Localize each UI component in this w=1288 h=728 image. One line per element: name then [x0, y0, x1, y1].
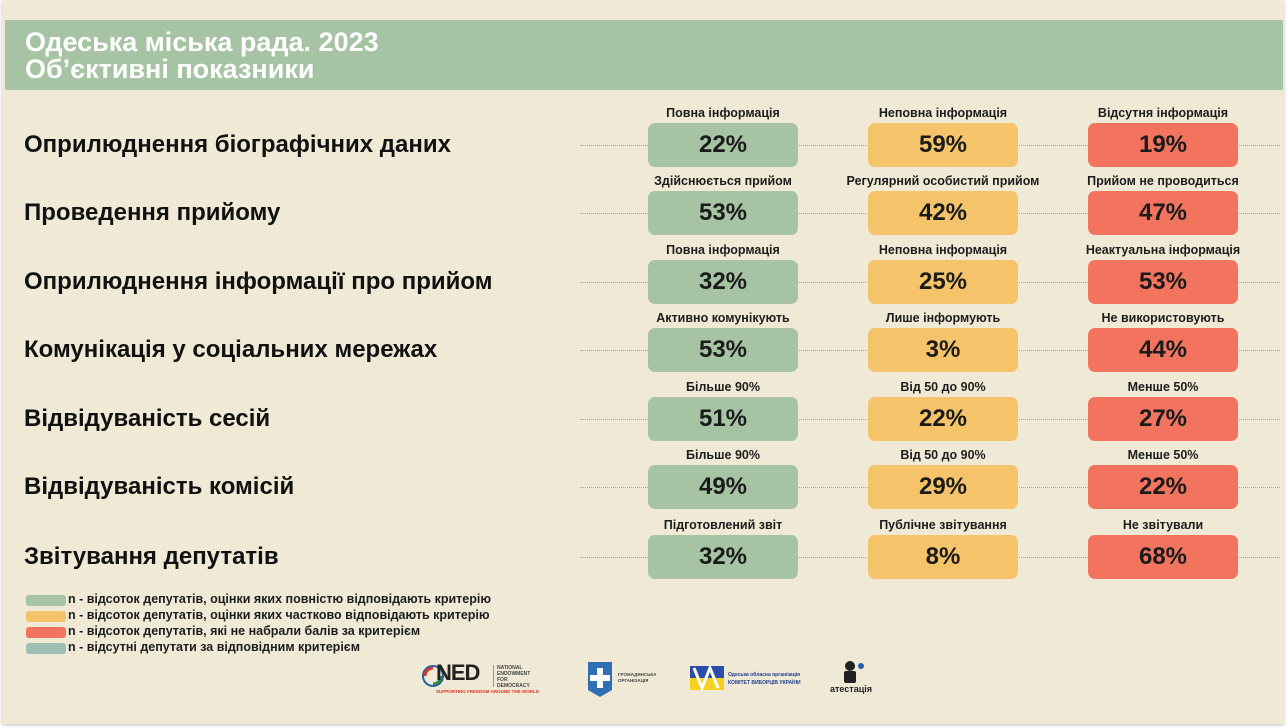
ned-tagline: SUPPORTING FREEDOM AROUND THE WORLD — [436, 689, 539, 694]
cell-label: Відсутня інформація — [1097, 106, 1229, 120]
cell-label: Активно комунікують — [656, 311, 790, 325]
cell-value: 53% — [1088, 260, 1238, 304]
row-title: Оприлюднення біографічних даних — [24, 131, 451, 158]
cell-value: 44% — [1088, 328, 1238, 372]
legend-swatch — [26, 595, 66, 606]
ned-logo: NED NATIONAL ENDOWMENT FOR DEMOCRACY SUP… — [422, 660, 540, 698]
legend-swatch — [26, 611, 66, 622]
cell-label: Неповна інформація — [878, 243, 1008, 257]
legend-swatch — [26, 627, 66, 638]
atestatsiia-logo: атестація — [828, 660, 874, 700]
cell-value: 47% — [1088, 191, 1238, 235]
cell-label: Від 50 до 90% — [900, 380, 986, 394]
row-title: Відвідуваність комісій — [24, 473, 295, 500]
cell-value: 22% — [1088, 465, 1238, 509]
cell-label: Не використовують — [1101, 311, 1225, 325]
cell-label: Підготовлений звіт — [663, 518, 783, 532]
cell-value: 22% — [868, 397, 1018, 441]
figure-icon — [844, 661, 864, 683]
cell-label: Неповна інформація — [878, 106, 1008, 120]
cell-value: 25% — [868, 260, 1018, 304]
cell-value: 3% — [868, 328, 1018, 372]
cell-label: Прийом не проводиться — [1087, 174, 1239, 188]
row-title: Проведення прийому — [24, 199, 281, 226]
cvu-emblem-icon — [690, 663, 724, 693]
cell-value: 53% — [648, 191, 798, 235]
atestatsiia-text: атестація — [830, 684, 873, 694]
cell-label: Менше 50% — [1127, 448, 1199, 462]
cell-value: 32% — [648, 260, 798, 304]
plus-emblem-icon — [588, 662, 612, 697]
cell-label: Регулярний особистий прийом — [846, 174, 1040, 188]
row-title: Звітування депутатів — [24, 543, 279, 570]
cell-value: 29% — [868, 465, 1018, 509]
row-title: Оприлюднення інформації про прийом — [24, 268, 493, 295]
cell-value: 68% — [1088, 535, 1238, 579]
cvu-logo: Одеська обласна організація КОМІТЕТ ВИБО… — [688, 662, 801, 698]
header-banner: Одеська міська рада. 2023 Об’єктивні пок… — [5, 20, 1283, 90]
cell-value: 42% — [868, 191, 1018, 235]
cell-label: Повна інформація — [666, 243, 780, 257]
row-title: Відвідуваність сесій — [24, 405, 271, 432]
cell-label: Повна інформація — [666, 106, 780, 120]
cell-label: Лише інформують — [885, 311, 1001, 325]
cell-label: Не звітували — [1122, 518, 1204, 532]
ned-emblem-icon — [422, 665, 444, 687]
plus-org-logo: ГРОМАДЯНСЬКА ОРГАНІЗАЦІЯ — [584, 660, 657, 700]
cell-label: Менше 50% — [1127, 380, 1199, 394]
cell-value: 27% — [1088, 397, 1238, 441]
cell-label: Здійснюється прийом — [654, 174, 792, 188]
cell-value: 51% — [648, 397, 798, 441]
ned-name: NATIONAL ENDOWMENT FOR DEMOCRACY — [497, 665, 531, 689]
plus-org-name: ГРОМАДЯНСЬКА ОРГАНІЗАЦІЯ — [618, 672, 657, 683]
cell-value: 32% — [648, 535, 798, 579]
cvu-org: Одеська обласна організація — [728, 672, 801, 678]
legend-text: n - відсоток депутатів, які не набрали б… — [68, 624, 421, 638]
page-subtitle: Об’єктивні показники — [25, 54, 315, 84]
cell-value: 8% — [868, 535, 1018, 579]
legend-text: n - відсоток депутатів, оцінки яких повн… — [68, 592, 492, 606]
cell-label: Більше 90% — [686, 380, 760, 394]
cell-value: 22% — [648, 123, 798, 167]
page-title: Одеська міська рада. 2023 — [25, 27, 379, 57]
cell-label: Від 50 до 90% — [900, 448, 986, 462]
cell-value: 19% — [1088, 123, 1238, 167]
legend-swatch — [26, 643, 66, 654]
legend-text: n - відсутні депутати за відповідним кри… — [68, 640, 360, 654]
cell-value: 59% — [868, 123, 1018, 167]
row-title: Комунікація у соціальних мережах — [24, 336, 438, 363]
cvu-name: КОМІТЕТ ВИБОРЦІВ УКРАЇНИ — [728, 680, 801, 686]
cell-value: 53% — [648, 328, 798, 372]
cell-value: 49% — [648, 465, 798, 509]
cell-label: Неактуальна інформація — [1085, 243, 1241, 257]
cell-label: Більше 90% — [686, 448, 760, 462]
legend-text: n - відсоток депутатів, оцінки яких част… — [68, 608, 490, 622]
cell-label: Публічне звітування — [879, 518, 1007, 532]
ned-mark: NED — [436, 660, 480, 685]
